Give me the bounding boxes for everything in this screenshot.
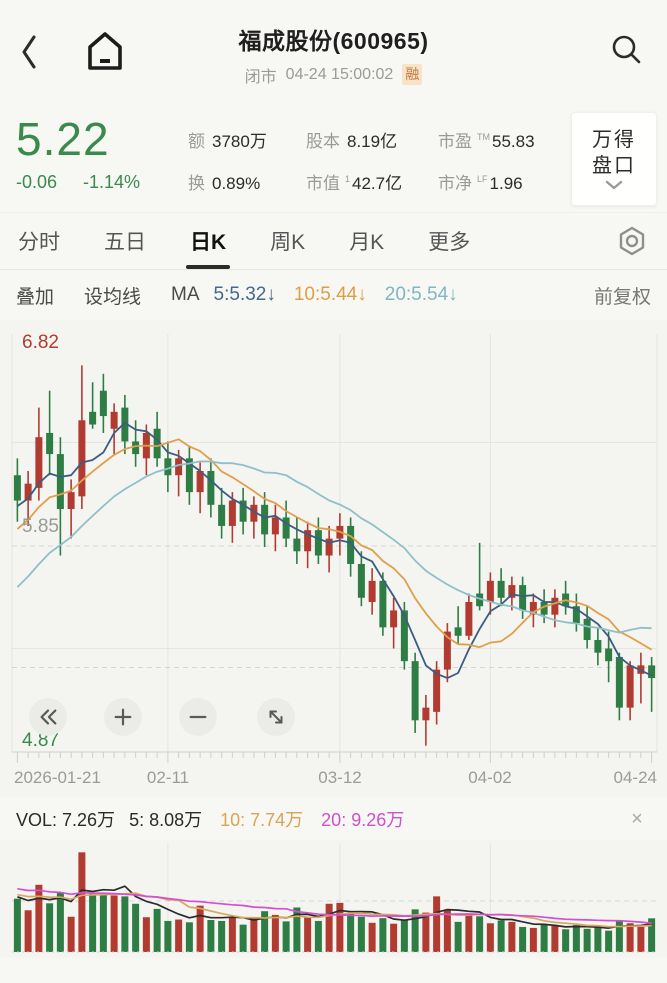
tab-daily-k[interactable]: 日K [186, 213, 231, 269]
wind-panel-label-2: 盘口 [592, 155, 636, 177]
tab-five-day[interactable]: 五日 [104, 231, 146, 254]
chevron-down-icon [604, 179, 624, 191]
chart-settings-button[interactable] [615, 224, 649, 258]
minus-icon [187, 706, 209, 728]
page-title: 福成股份(600965) [238, 27, 429, 54]
x-tick-label: 02-11 [146, 768, 190, 787]
stat-pb-ratio: 市净 LF 1.96 [438, 173, 523, 193]
search-button[interactable] [609, 32, 645, 68]
volume-ma5-value: 5: 8.08万 [129, 810, 203, 830]
rewind-icon [37, 706, 59, 728]
stat-market-cap: 市值 1 42.7亿 [306, 173, 403, 193]
ma20-value: 20:5.54↓ [384, 284, 458, 305]
stat-turnover-rate: 换 0.89% [188, 173, 261, 193]
tab-minute[interactable]: 分时 [18, 231, 60, 254]
chevron-left-icon [18, 33, 40, 71]
volume-ma20-value: 20: 9.26万 [321, 810, 405, 830]
margin-trading-badge[interactable]: 融 [402, 64, 423, 85]
ma-title: MA [171, 284, 200, 305]
fullscreen-button[interactable] [257, 698, 295, 736]
search-icon [609, 32, 645, 66]
tab-monthly-k[interactable]: 月K [349, 231, 385, 254]
candlestick-chart[interactable]: 6.82 5.85 4.87 2026-01-21 02-11 03-12 04… [0, 320, 667, 798]
quote-stats-grid: 额 3780万 股本 8.19亿 市盈 TM 55.83 换 0.89% 市值 1 42.7亿… [174, 112, 571, 212]
overlay-button[interactable]: 叠加 [16, 286, 55, 308]
zoom-out-button[interactable] [179, 698, 217, 736]
y-axis-max-label: 6.82 [22, 332, 59, 353]
x-tick-label: 03-12 [318, 768, 362, 787]
active-tab-underline [186, 265, 231, 269]
chart-period-tabbar: 分时 五日 日K 周K 月K 更多 [0, 212, 667, 270]
ma5-value: 5:5.32↓ [213, 284, 276, 305]
price-change-percent: -1.14% [83, 172, 141, 192]
tab-weekly-k[interactable]: 周K [270, 231, 306, 254]
quote-section: 5.22 -0.06 -1.14% 额 3780万 股本 8.19亿 市盈 TM 55.… [0, 102, 667, 212]
volume-chart-canvas [12, 844, 657, 953]
volume-value: VOL: 7.26万 [16, 810, 116, 830]
set-ma-button[interactable]: 设均线 [84, 286, 142, 308]
volume-indicator-bar: VOL: 7.26万 5: 8.08万 10: 7.74万 20: 9.26万 … [0, 798, 667, 840]
price-change: -0.06 [16, 172, 58, 192]
y-axis-mid-label: 5.85 [22, 516, 59, 537]
x-tick-label: 04-24 [613, 768, 657, 787]
close-volume-panel-icon[interactable]: × [631, 807, 643, 830]
ma10-value: 10:5.44↓ [293, 284, 367, 305]
settings-nut-icon [615, 224, 649, 258]
plus-icon [112, 706, 134, 728]
tab-more[interactable]: 更多 [428, 231, 471, 254]
scroll-left-button[interactable] [29, 698, 67, 736]
wind-order-book-button[interactable]: 万得 盘口 [571, 112, 657, 206]
quote-timestamp: 04-24 15:00:02 [285, 65, 394, 83]
footer-spacer [0, 958, 667, 983]
header: 福成股份(600965) 闭市 04-24 15:00:02 融 [0, 0, 667, 102]
stat-pe-ratio: 市盈 TM 55.83 [438, 131, 535, 151]
market-status: 闭市 [244, 68, 277, 86]
volume-chart[interactable] [0, 840, 667, 958]
stat-share-capital: 股本 8.19亿 [306, 131, 398, 151]
price-chart-canvas [11, 334, 658, 763]
x-tick-label: 04-02 [468, 768, 512, 787]
wind-panel-label-1: 万得 [592, 129, 636, 151]
last-price: 5.22 [16, 113, 110, 165]
price-adjust-mode-button[interactable]: 前复权 [593, 286, 651, 308]
ma-indicator-bar: 叠加 设均线 MA 5:5.32↓ 10:5.44↓ 20:5.54↓ 前复权 [0, 270, 667, 320]
home-icon [80, 26, 130, 76]
x-tick-label: 2026-01-21 [14, 768, 101, 787]
back-button[interactable] [18, 30, 48, 74]
zoom-in-button[interactable] [104, 698, 142, 736]
volume-ma10-value: 10: 7.74万 [220, 810, 304, 830]
stat-turnover-amount: 额 3780万 [188, 131, 267, 151]
x-axis-labels: 2026-01-21 02-11 03-12 04-02 04-24 [0, 768, 667, 794]
home-button[interactable] [80, 26, 130, 76]
expand-icon [265, 706, 287, 728]
